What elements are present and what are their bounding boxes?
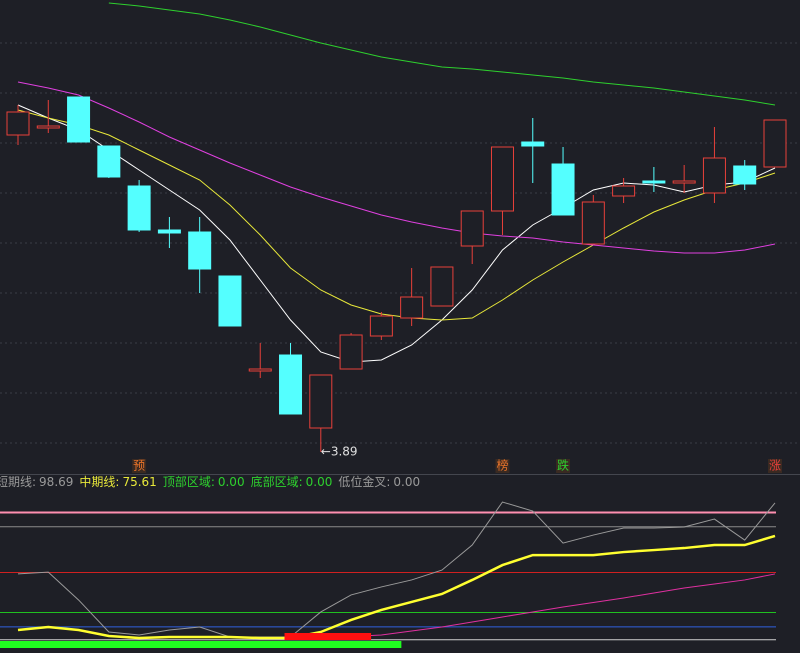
legend: 短期线: 98.69 中期线: 75.61 顶部区域: 0.00 底部区域: 0.00 低位金叉… — [0, 474, 420, 489]
candle-body — [521, 141, 545, 147]
candle-body — [309, 374, 333, 429]
legend-value: 0.00 — [306, 475, 333, 489]
indicator-line — [17, 501, 776, 638]
signal-box — [768, 459, 782, 473]
candle-body — [612, 185, 636, 197]
indicator-line — [320, 573, 776, 639]
candle-body — [339, 334, 363, 370]
candle-body — [702, 157, 726, 194]
indicator-line — [17, 534, 776, 640]
signal-box — [132, 459, 147, 473]
candle-body — [127, 185, 151, 231]
legend-label: 低位金叉: — [338, 474, 390, 489]
candle-body — [6, 111, 30, 136]
candle-body — [36, 125, 60, 129]
legend-value: 75.61 — [122, 475, 156, 489]
legend-value: 98.69 — [39, 475, 73, 489]
ma-line — [17, 81, 776, 254]
candle-body — [460, 210, 484, 247]
candle-body — [97, 145, 121, 178]
signal: 预 — [133, 459, 145, 473]
candle-body — [581, 201, 605, 245]
candle-body — [642, 180, 666, 184]
legend-value: 0.00 — [218, 475, 245, 489]
low-annotation: ←3.89 — [321, 445, 358, 459]
candle-body — [369, 315, 393, 337]
signal: 榜 — [496, 458, 508, 473]
signal-box — [495, 459, 510, 473]
legend-label: 底部区域: — [251, 474, 303, 489]
candle-body — [763, 119, 787, 168]
candle-body — [400, 296, 424, 319]
legend-label: 中期线: — [79, 474, 119, 489]
ma-line — [17, 109, 776, 321]
ma-line — [17, 104, 776, 363]
signal-band — [0, 641, 402, 648]
signal: 涨 — [769, 458, 781, 473]
ma-line — [108, 2, 776, 106]
candle-body — [188, 231, 212, 270]
candle-body — [490, 146, 514, 212]
candle-body — [279, 354, 303, 415]
candle-body — [218, 275, 242, 327]
candle-body — [551, 163, 575, 216]
candle-body — [157, 229, 181, 234]
legend-label: 短期线: — [0, 475, 36, 489]
legend-value: 0.00 — [393, 475, 420, 489]
candle-body — [430, 266, 454, 307]
candle-body — [248, 368, 272, 372]
legend-label: 顶部区域: — [163, 474, 215, 489]
signal: 跌 — [557, 458, 569, 473]
candle-body — [67, 96, 91, 143]
signal-band — [284, 633, 372, 640]
signal-box — [556, 459, 571, 473]
candle-body — [733, 165, 757, 185]
candle-body — [672, 180, 696, 184]
